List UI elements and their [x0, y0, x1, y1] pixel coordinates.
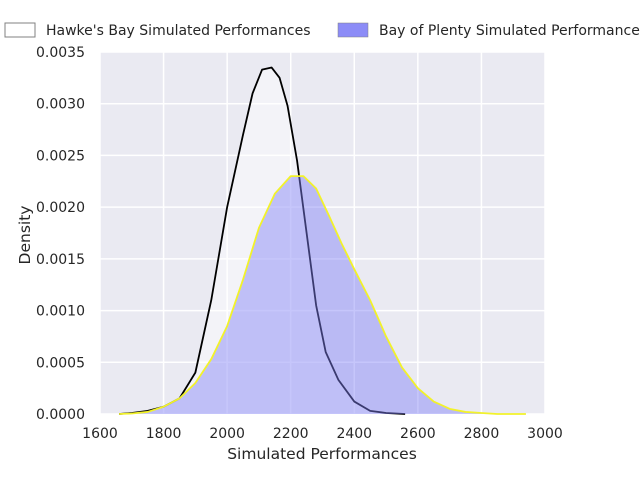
- x-tick-label: 1600: [82, 426, 118, 442]
- x-tick-label: 2200: [273, 426, 309, 442]
- y-tick-label: 0.0025: [36, 148, 85, 164]
- legend-swatch-bay-of-plenty: [337, 22, 369, 38]
- y-tick-label: 0.0030: [36, 97, 85, 113]
- y-tick-label: 0.0020: [36, 200, 85, 216]
- legend: Hawke's Bay Simulated Performances Bay o…: [4, 22, 640, 39]
- y-tick-label: 0.0035: [36, 45, 85, 61]
- y-axis-ticks: 0.0000 0.0005 0.0010 0.0015 0.0020 0.0025 0.00…: [36, 45, 85, 423]
- plot-background: [100, 52, 545, 414]
- y-tick-label: 0.0015: [36, 252, 85, 268]
- series-area-1: [119, 176, 526, 414]
- x-tick-label: 2800: [464, 426, 500, 442]
- y-tick-label: 0.0000: [36, 407, 85, 423]
- series-layer: [118, 66, 526, 415]
- legend-label-hawkes-bay: Hawke's Bay Simulated Performances: [46, 23, 311, 39]
- x-tick-label: 1800: [146, 426, 182, 442]
- grid-lines: [99, 51, 546, 415]
- y-tick-label: 0.0005: [36, 355, 85, 371]
- x-tick-label: 2000: [209, 426, 245, 442]
- x-tick-label: 2400: [336, 426, 372, 442]
- y-axis-label: Density: [16, 206, 34, 265]
- x-tick-label: 3000: [527, 426, 563, 442]
- x-tick-label: 2600: [400, 426, 436, 442]
- legend-swatch-hawkes-bay: [4, 22, 36, 38]
- series-area-0: [119, 67, 406, 414]
- series-line-1: [119, 175, 526, 415]
- legend-label-bay-of-plenty: Bay of Plenty Simulated Performances: [379, 23, 640, 39]
- x-axis-ticks: 1600 1800 2000 2200 2400 2600 2800 3000: [82, 426, 563, 442]
- y-tick-label: 0.0010: [36, 304, 85, 320]
- x-axis-label: Simulated Performances: [227, 445, 417, 463]
